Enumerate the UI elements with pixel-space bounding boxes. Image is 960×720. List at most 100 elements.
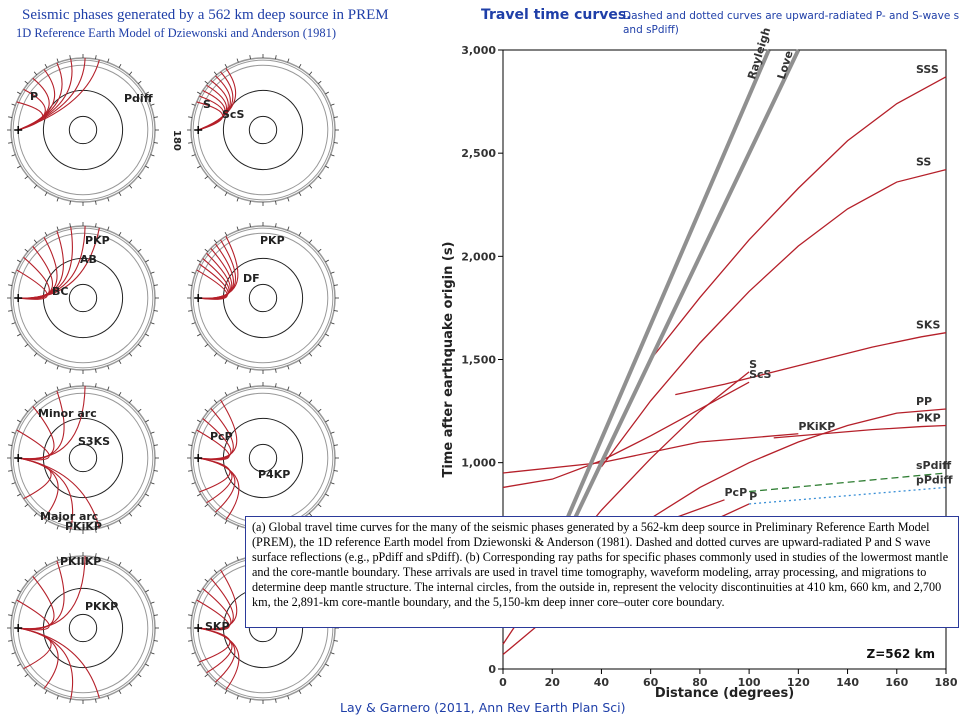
curve-label: SKS: [916, 319, 940, 332]
subtitle: 1D Reference Earth Model of Dziewonski a…: [16, 26, 336, 40]
earth-shell: [42, 417, 124, 499]
tick: [56, 197, 59, 202]
tick: [24, 80, 29, 85]
ray: [198, 457, 240, 521]
source-star: [194, 624, 203, 632]
earth-shell: [192, 59, 334, 201]
tick: [249, 223, 251, 228]
tick: [308, 682, 313, 687]
tick: [118, 360, 122, 365]
curve-label: PKiKP: [798, 420, 835, 433]
tick: [145, 259, 150, 263]
tick: [204, 578, 209, 583]
tick: [196, 259, 201, 263]
tick: [308, 352, 313, 357]
tick: [95, 383, 97, 388]
earth-shell: [192, 227, 334, 369]
travel-time-curve: [773, 424, 947, 439]
title: Seismic phases generated by a 562 km dee…: [22, 7, 389, 23]
source-star: [14, 454, 23, 462]
tick: [11, 601, 16, 604]
tick: [95, 368, 97, 373]
tick: [333, 310, 338, 312]
tick: [8, 614, 13, 616]
curve-label: SSS: [916, 63, 939, 76]
tick: [275, 223, 277, 228]
tick: [95, 553, 97, 558]
y-tick-label: 2,000: [461, 250, 496, 263]
earth-shell: [68, 283, 98, 313]
ray: [18, 627, 59, 689]
tick: [137, 503, 142, 508]
tick: [236, 556, 239, 561]
tick: [213, 569, 218, 574]
tick: [16, 663, 21, 667]
earth-shell: [10, 57, 156, 203]
tick: [298, 360, 302, 365]
earth-shell: [68, 443, 98, 473]
curve-label: pPdiff: [916, 473, 953, 486]
tick: [333, 142, 338, 144]
annotation: Z=562 km: [867, 647, 935, 661]
travel-time-curve: [675, 332, 947, 396]
tick: [69, 368, 71, 373]
tick: [8, 116, 13, 118]
tick: [191, 601, 196, 604]
travel-time-curve: [550, 49, 801, 567]
curve-label: S: [749, 358, 757, 371]
tick: [325, 493, 330, 497]
tick: [153, 142, 158, 144]
tick: [56, 386, 59, 391]
ray: [18, 457, 52, 500]
tick: [118, 520, 122, 525]
tick: [333, 470, 338, 472]
earth-shell: [248, 115, 278, 145]
tick: [330, 103, 335, 106]
chart-title: Travel time curves.: [481, 7, 632, 23]
tick: [213, 352, 218, 357]
tick: [236, 58, 239, 63]
tick: [308, 512, 313, 517]
tick: [298, 231, 302, 236]
y-tick-label: 2,500: [461, 147, 496, 160]
source-star: [14, 294, 23, 302]
tick: [16, 589, 21, 593]
earth-shell: [12, 59, 154, 201]
curve-label: PcP: [725, 486, 748, 499]
tick: [24, 248, 29, 253]
earth-shell: [68, 613, 98, 643]
tick: [95, 55, 97, 60]
tick: [24, 408, 29, 413]
tick: [145, 663, 150, 667]
ray: [18, 556, 86, 630]
earth-shell: [197, 64, 329, 196]
tick: [196, 91, 201, 95]
ray-label: P: [30, 90, 38, 103]
source-star: [14, 126, 23, 134]
ray-label: Minor arc: [38, 407, 97, 420]
tick: [188, 470, 193, 472]
tick: [16, 493, 21, 497]
tick: [236, 525, 239, 530]
tick: [150, 431, 155, 434]
ray-label: SKP: [205, 620, 230, 633]
x-tick-label: 40: [594, 676, 610, 689]
tick: [150, 103, 155, 106]
tick: [11, 271, 16, 274]
tick: [44, 192, 48, 197]
tick: [325, 91, 330, 95]
tick: [145, 165, 150, 169]
curve-label: ScS: [749, 368, 771, 381]
tick: [145, 419, 150, 423]
tick: [33, 71, 38, 76]
caption: (a) Global travel time curves for the ma…: [245, 516, 959, 628]
x-tick-label: 120: [787, 676, 810, 689]
tick: [249, 368, 251, 373]
tick: [118, 561, 122, 566]
tick: [204, 408, 209, 413]
tick: [213, 512, 218, 517]
y-tick-label: 0: [488, 663, 496, 676]
ray: [198, 569, 238, 630]
